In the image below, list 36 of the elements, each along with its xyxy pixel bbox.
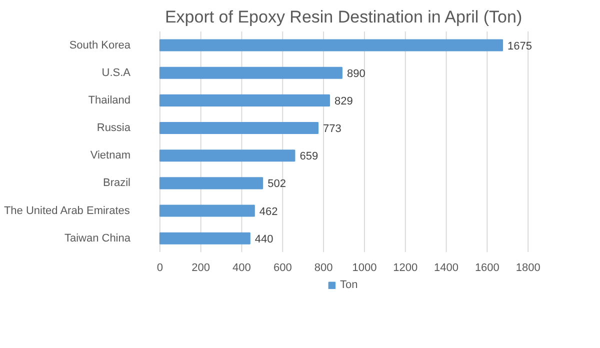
x-tick-label: 400 [232, 262, 251, 274]
x-tick-label: 600 [273, 262, 292, 274]
bar [159, 204, 255, 217]
bar [159, 94, 330, 106]
y-tick-label: South Korea [69, 39, 132, 52]
data-label: 502 [268, 178, 286, 190]
x-tick-label: 200 [192, 262, 210, 274]
bar [159, 39, 504, 52]
x-tick-label: 1600 [474, 262, 500, 274]
data-label: 462 [259, 206, 278, 218]
data-label: 659 [300, 150, 318, 163]
y-tick-label: The United Arab Emirates [4, 204, 130, 217]
y-tick-label: U.S.A [102, 66, 132, 79]
bar [159, 66, 342, 79]
x-tick-label: 1800 [516, 262, 540, 274]
data-label: 1675 [508, 40, 532, 52]
y-tick-label: Vietnam [90, 150, 130, 162]
x-tick-label: 0 [156, 262, 163, 274]
x-tick-label: 800 [314, 262, 333, 274]
y-tick-label: Thailand [88, 94, 131, 106]
x-tick-label: 1200 [393, 262, 418, 274]
y-tick-label: Taiwan China [64, 232, 132, 244]
data-label: 440 [254, 233, 274, 246]
bar [159, 122, 319, 134]
x-tick-label: 1000 [352, 262, 377, 274]
y-tick-label: Russia [96, 122, 132, 134]
data-label: 890 [346, 68, 366, 80]
y-tick-label: Brazil [102, 177, 131, 190]
data-label: 829 [334, 95, 353, 108]
bar [159, 177, 264, 190]
x-tick-label: 1400 [434, 262, 459, 274]
bar [159, 232, 250, 244]
data-label: 773 [323, 123, 342, 136]
legend-label: Ton [340, 279, 359, 291]
chart-title: Export of Epoxy Resin Destination in April (Ton) [164, 8, 522, 26]
bar [159, 150, 296, 162]
